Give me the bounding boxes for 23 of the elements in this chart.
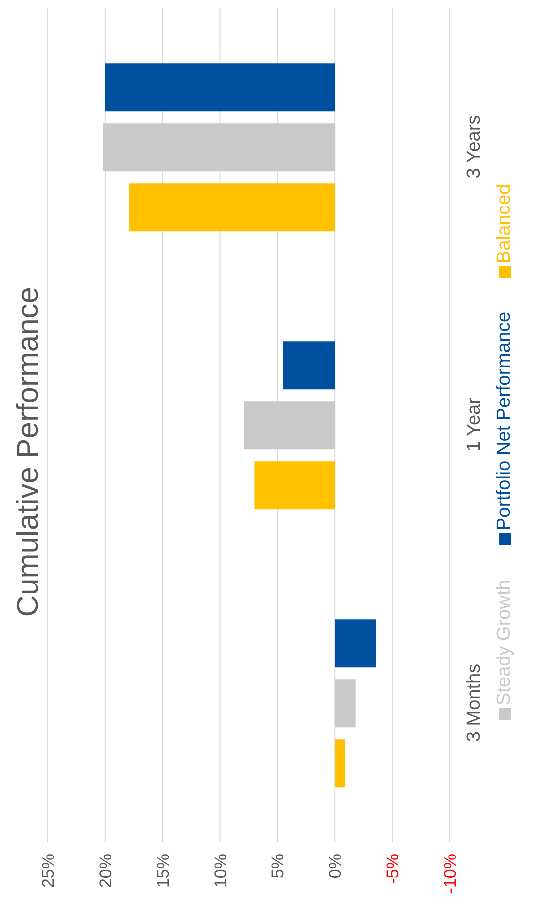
x-tick-label: 0% (326, 854, 346, 879)
bar (130, 184, 336, 232)
x-tick-label: 15% (154, 854, 173, 888)
x-tick-label: 10% (211, 854, 230, 888)
x-tick-label: -10% (441, 854, 460, 894)
y-tick-label: 3 Months (464, 664, 485, 742)
x-tick-label: 20% (96, 854, 116, 888)
bar (105, 64, 336, 112)
x-tick-label: 25% (39, 854, 58, 888)
bar (335, 740, 346, 788)
bar (335, 680, 356, 728)
y-tick-label: 1 Year (464, 397, 485, 452)
text: Balanced (494, 184, 516, 263)
bar (103, 124, 336, 172)
bar (254, 462, 336, 510)
text: Cumulative Performance (12, 286, 46, 618)
bar (335, 620, 376, 668)
bar (283, 342, 336, 390)
y-tick-label: 3 Years (464, 115, 485, 179)
x-tick-label: -5% (384, 854, 403, 884)
text: Portfolio Net Performance (494, 312, 516, 531)
x-tick-label: 5% (268, 854, 288, 879)
bar (244, 402, 336, 450)
